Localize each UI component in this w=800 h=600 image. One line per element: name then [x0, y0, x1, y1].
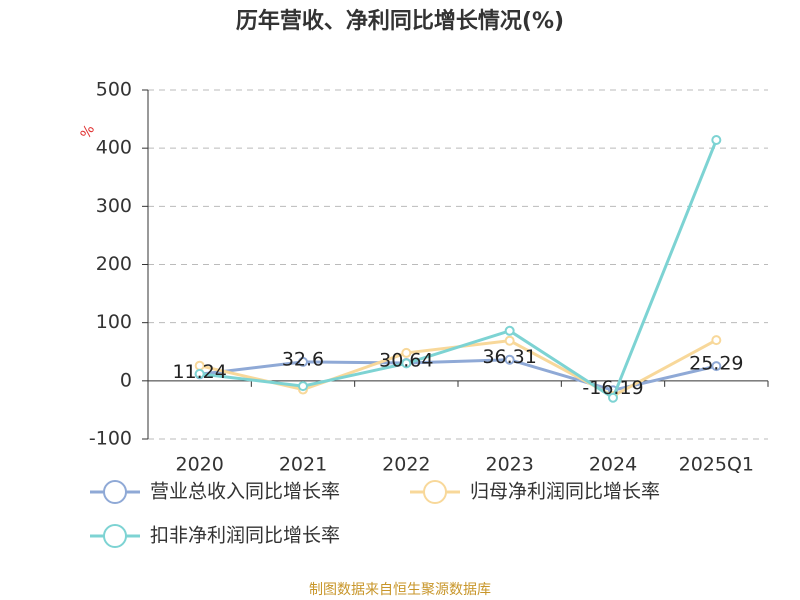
y-tick-label: 0 [120, 369, 132, 391]
y-tick-label: -100 [89, 428, 132, 450]
legend-marker [423, 480, 447, 504]
data-point [504, 325, 515, 336]
legend-label[interactable]: 扣非净利润同比增长率 [150, 525, 340, 547]
data-point [298, 356, 308, 367]
data-point [711, 335, 722, 346]
data-point [504, 335, 515, 346]
x-tick-label: 2021 [279, 454, 327, 476]
data-label: 25.29 [689, 353, 743, 375]
y-tick-label: 100 [96, 311, 132, 333]
data-point [608, 392, 618, 403]
y-tick-label: 500 [96, 79, 132, 101]
data-label: 36.31 [482, 346, 536, 368]
series-line [199, 139, 718, 400]
x-tick-label: 2022 [382, 454, 430, 476]
x-tick-label: 2025Q1 [679, 454, 754, 476]
y-tick-label: 300 [96, 195, 132, 217]
data-point [401, 358, 412, 369]
y-tick-label: 200 [96, 253, 132, 275]
data-point [711, 361, 722, 372]
x-tick-label: 2024 [589, 454, 637, 476]
source-note: 制图数据来自恒生聚源数据库 [309, 582, 491, 598]
chart-title: 历年营收、净利同比增长情况(%) [236, 8, 564, 34]
data-point [504, 354, 515, 365]
legend-marker [103, 480, 127, 504]
legend-label[interactable]: 归母净利润同比增长率 [470, 481, 660, 503]
x-tick-label: 2020 [175, 454, 223, 476]
data-label: 32.6 [282, 348, 324, 370]
legend-label[interactable]: 营业总收入同比增长率 [150, 481, 340, 503]
legend-marker [103, 524, 127, 548]
data-label: 30.64 [379, 350, 433, 372]
data-point [711, 135, 722, 146]
data-point [194, 368, 205, 379]
x-tick-label: 2023 [485, 454, 533, 476]
data-point [298, 381, 308, 392]
data-label: -16.19 [582, 377, 643, 399]
data-point [401, 347, 412, 358]
data-label: 11.24 [172, 361, 226, 383]
y-tick-label: 400 [96, 137, 132, 159]
